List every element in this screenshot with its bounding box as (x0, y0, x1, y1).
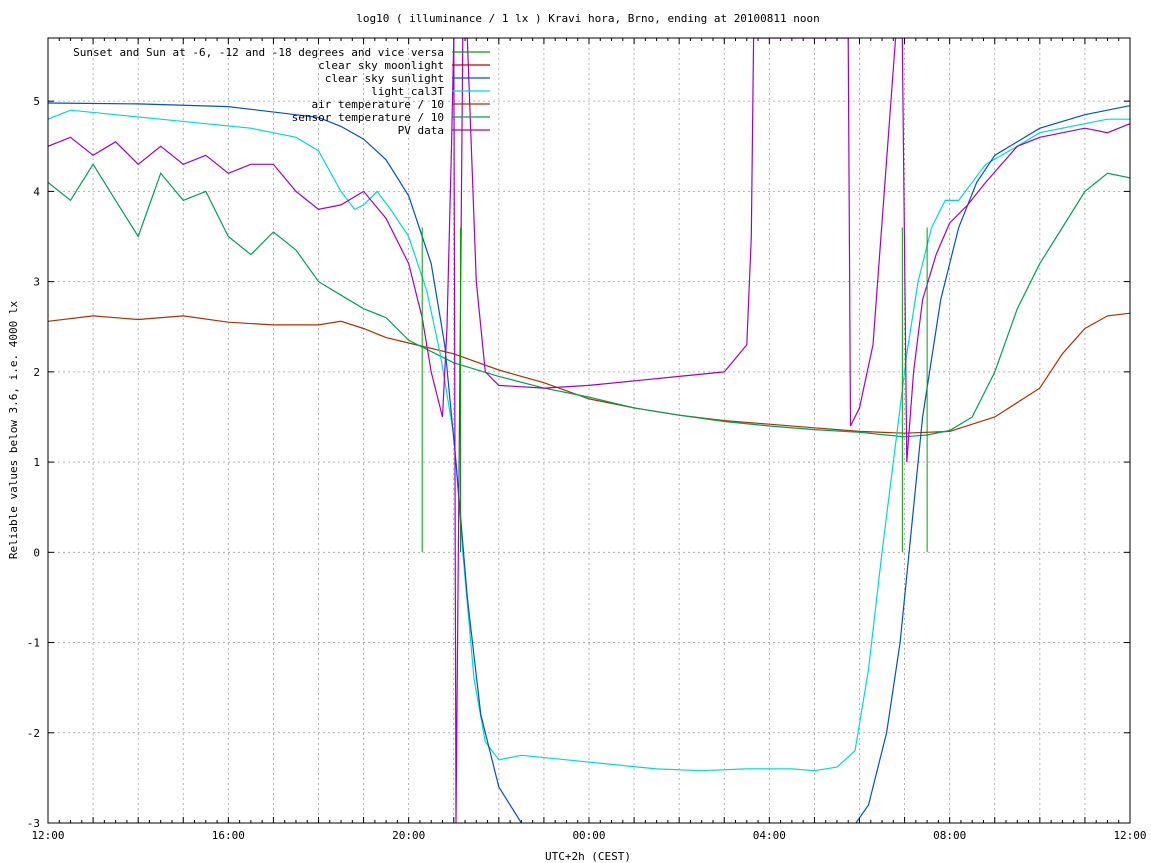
grid-lines (48, 38, 1130, 824)
axis-ticks: -3 -2 -1 0 1 2 3 4 5 12:00 16:00 20:00 00:00 04:00 08:… (27, 38, 1147, 842)
series-line (48, 163, 1130, 438)
legend-label: clear sky sunlight (325, 72, 444, 85)
series-line (48, 38, 1130, 823)
series-4 (48, 312, 1130, 434)
legend-label: air temperature / 10 (312, 98, 444, 111)
series-5 (48, 163, 1130, 438)
y-tick-label: 0 (33, 546, 40, 559)
legend-label: Sunset and Sun at -6, -12 and -18 degree… (73, 46, 444, 59)
y-tick-label: 2 (33, 366, 40, 379)
series-2 (48, 102, 1130, 823)
x-tick-label: 00:00 (572, 829, 605, 842)
y-tick-label: 3 (33, 276, 40, 289)
x-tick-label: 20:00 (392, 829, 425, 842)
series-line (48, 312, 1130, 434)
legend-label: PV data (398, 124, 444, 137)
chart-title: log10 ( illuminance / 1 lx ) Kravi hora,… (356, 12, 820, 25)
y-tick-label: -1 (27, 637, 40, 650)
x-tick-label: 16:00 (212, 829, 245, 842)
plot-area-frame (47, 37, 1131, 824)
y-tick-label: 5 (33, 95, 40, 108)
series-line (48, 102, 1130, 823)
x-tick-label: 12:00 (31, 829, 64, 842)
legend-label: clear sky moonlight (318, 59, 444, 72)
series-6 (48, 38, 1130, 823)
x-tick-label: 12:00 (1113, 829, 1146, 842)
y-axis-label: Reliable values below 3.6, i.e. 4000 lx (7, 300, 20, 559)
y-tick-label: -3 (27, 817, 40, 830)
legend-label: light_cal3T (371, 85, 444, 98)
legend: Sunset and Sun at -6, -12 and -18 degree… (73, 46, 490, 137)
y-tick-label: -2 (27, 727, 40, 740)
x-axis-label: UTC+2h (CEST) (545, 850, 631, 863)
series-0 (421, 227, 928, 553)
x-tick-label: 04:00 (753, 829, 786, 842)
series-3 (48, 109, 1130, 772)
series-layer (48, 38, 1130, 823)
series-line (48, 109, 1130, 772)
y-tick-label: 4 (33, 185, 40, 198)
x-tick-label: 08:00 (933, 829, 966, 842)
legend-label: sensor temperature / 10 (292, 111, 444, 124)
y-tick-label: 1 (33, 456, 40, 469)
